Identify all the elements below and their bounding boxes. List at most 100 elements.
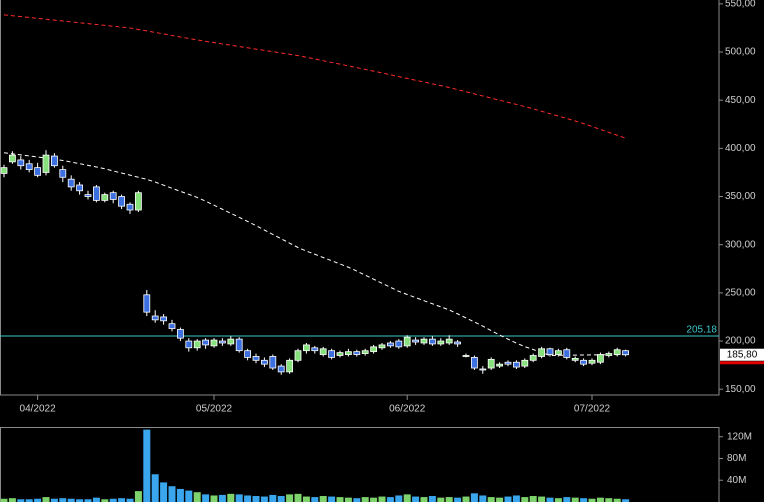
volume-bar (176, 488, 184, 502)
y-tick-label: 150,00 (725, 384, 756, 395)
candle-body (496, 363, 504, 367)
candle-body (67, 178, 75, 188)
volume-bar (202, 494, 210, 502)
y-tick-label: 120M (727, 431, 752, 442)
candle-body (487, 358, 495, 369)
y-tick-label: 200,00 (725, 336, 756, 347)
volume-bar (92, 497, 100, 502)
volume-bar (546, 497, 554, 502)
candle-body (386, 342, 394, 347)
volume-bar (613, 498, 621, 502)
candle-body (252, 356, 260, 361)
candle-body (361, 350, 369, 354)
candle-body (42, 154, 50, 173)
candle-body (84, 194, 92, 197)
candle-body (437, 340, 445, 345)
volume-bar (328, 496, 336, 502)
candle-body (513, 361, 520, 368)
candle-body (344, 351, 352, 355)
volume-bar (84, 499, 92, 502)
candle-body (34, 167, 41, 176)
volume-bar (554, 498, 562, 502)
volume-bar (302, 496, 310, 502)
volume-bar (294, 493, 302, 502)
volume-bar (420, 497, 428, 502)
candle-body (378, 344, 386, 349)
candle-body (126, 203, 134, 211)
volume-bar (395, 495, 403, 502)
y-tick-label: 500,00 (725, 47, 756, 58)
candle-body (59, 169, 67, 178)
candle-body (134, 192, 142, 211)
y-tick-label: 250,00 (725, 288, 756, 299)
volume-bar (487, 497, 495, 502)
volume-bar (596, 497, 604, 502)
candle-body (529, 355, 537, 361)
volume-bar (454, 497, 462, 502)
y-tick-label: 400,00 (725, 143, 756, 154)
candle-body (277, 365, 285, 373)
candle-body (504, 361, 512, 365)
volume-bar (134, 491, 142, 502)
candle-body (260, 359, 268, 365)
candle-body (269, 356, 277, 369)
volume-panel-frame (0, 427, 720, 502)
candle-body (109, 192, 117, 200)
volume-bar (218, 494, 226, 502)
candle-body (571, 357, 579, 361)
volume-bar (512, 495, 520, 502)
candle-body (244, 350, 252, 358)
volume-bar (311, 497, 319, 502)
volume-bar (538, 496, 546, 502)
volume-bar (101, 499, 109, 502)
candle-body (546, 348, 554, 355)
volume-bar (193, 492, 201, 502)
candle-body (193, 340, 201, 349)
candle-body (563, 349, 571, 358)
volume-bar (118, 498, 126, 502)
candle-body (151, 315, 159, 321)
volume-bar (59, 498, 67, 502)
candle-body (160, 316, 168, 322)
candle-body (51, 155, 58, 167)
y-tick-label: 450,00 (725, 95, 756, 106)
volume-bar (445, 497, 453, 502)
volume-bar (370, 497, 378, 502)
volume-bar (563, 497, 571, 502)
candle-body (202, 339, 210, 346)
candle-body (185, 340, 193, 349)
candle-body (445, 338, 453, 344)
moving-average (3, 14, 626, 139)
volume-bar (269, 494, 277, 502)
candle-body (470, 357, 478, 369)
last-price-label: 185,80 (727, 349, 758, 360)
candle-body (353, 351, 361, 355)
volume-bar (42, 497, 50, 502)
candle-body (454, 341, 462, 345)
volume-bar (0, 498, 8, 502)
volume-bar (151, 474, 159, 502)
volume-bar (252, 496, 260, 502)
y-tick-label: 40M (727, 475, 746, 486)
last-price-box (720, 348, 764, 361)
volume-bar (17, 499, 25, 502)
volume-bar (470, 493, 478, 502)
volume-bar (437, 497, 445, 502)
volume-bar (227, 493, 235, 502)
candle-body (597, 354, 604, 363)
volume-bar (412, 496, 420, 502)
volume-bar (588, 498, 596, 502)
volume-bar (185, 490, 193, 502)
candle-body (462, 355, 470, 357)
volume-bar (521, 497, 529, 502)
candle-body (227, 338, 235, 345)
volume-bar (496, 497, 504, 502)
candle-body (420, 338, 428, 344)
candle-body (302, 344, 310, 352)
candle-body (17, 159, 25, 167)
volume-bar (210, 495, 218, 502)
volume-bar (109, 498, 117, 502)
volume-bar (25, 499, 33, 502)
